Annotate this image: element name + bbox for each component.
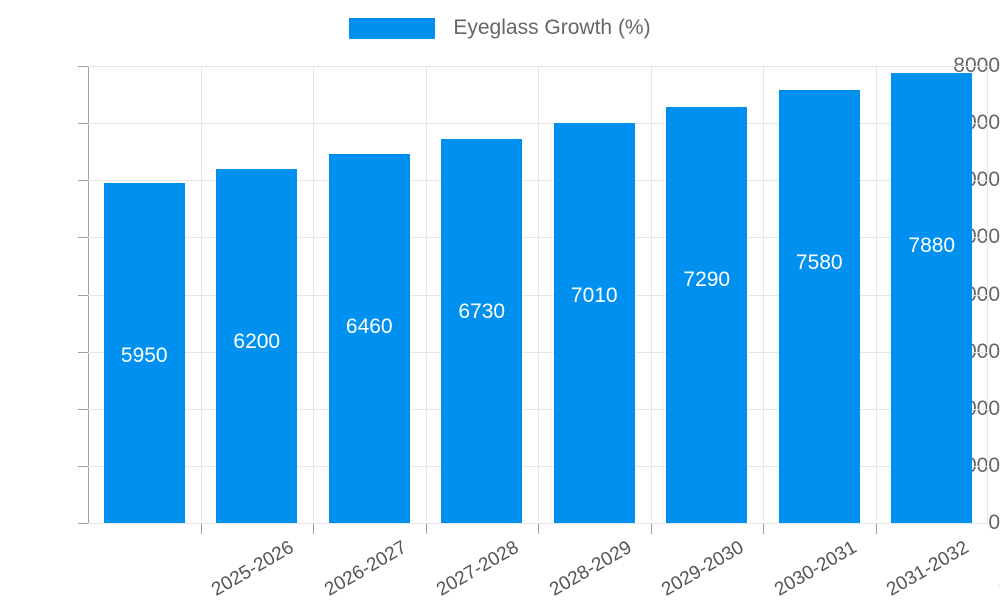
bar-value-label: 6460 bbox=[345, 314, 393, 338]
vertical-gridline bbox=[313, 66, 314, 523]
vertical-gridline bbox=[987, 66, 988, 523]
x-axis-tick-label: 2031-2032 bbox=[883, 537, 973, 601]
y-axis-tick-mark bbox=[78, 66, 88, 67]
x-axis-tick-label: 2029-2030 bbox=[658, 537, 748, 601]
y-axis-tick-label: 0 bbox=[988, 511, 1000, 534]
y-axis-tick-mark bbox=[78, 408, 88, 410]
vertical-gridline bbox=[763, 66, 764, 523]
x-axis-tick-label: 2027-2028 bbox=[433, 537, 523, 601]
bar-value-label: 7290 bbox=[683, 267, 731, 291]
x-axis-tick-label: 2026-2027 bbox=[320, 537, 411, 601]
vertical-gridline bbox=[650, 66, 652, 523]
x-axis-tick-mark bbox=[538, 523, 539, 534]
bar[interactable] bbox=[666, 106, 748, 523]
x-axis-tick-mark bbox=[313, 523, 314, 534]
bar-value-label: 6730 bbox=[458, 299, 506, 323]
bar[interactable] bbox=[103, 183, 185, 523]
y-axis-tick-label: 8000 bbox=[953, 54, 1000, 77]
y-axis-tick-mark bbox=[78, 237, 88, 239]
bar[interactable] bbox=[778, 89, 860, 523]
x-axis-tick-label: 2030-2031 bbox=[770, 537, 861, 601]
y-axis-tick-mark bbox=[78, 465, 88, 467]
vertical-gridline bbox=[875, 66, 877, 523]
bar-value-label: 7010 bbox=[570, 283, 618, 307]
bar[interactable] bbox=[328, 153, 410, 523]
y-axis-tick-mark bbox=[78, 523, 88, 524]
bar-value-label: 7880 bbox=[908, 233, 956, 257]
y-axis-tick-mark bbox=[78, 351, 88, 353]
horizontal-gridline bbox=[88, 523, 988, 524]
x-axis-tick-label: 2025-2026 bbox=[208, 537, 298, 601]
bar[interactable] bbox=[216, 168, 298, 523]
bar[interactable] bbox=[891, 72, 973, 523]
plot-area bbox=[88, 66, 988, 524]
y-axis-tick-mark bbox=[78, 180, 88, 182]
x-axis-tick-mark bbox=[763, 523, 764, 534]
y-axis-tick-mark bbox=[78, 294, 88, 296]
x-axis-tick-mark bbox=[875, 523, 877, 534]
x-axis-tick-label: 2032-2033 bbox=[995, 537, 1000, 601]
bar[interactable] bbox=[553, 122, 635, 523]
legend-color-swatch bbox=[349, 17, 436, 39]
x-axis-tick-mark bbox=[650, 523, 652, 534]
y-axis-tick-mark bbox=[78, 123, 88, 125]
vertical-gridline bbox=[425, 66, 427, 523]
chart-legend: Eyeglass Growth (%) bbox=[0, 10, 1000, 46]
bar-value-label: 5950 bbox=[120, 344, 168, 368]
x-axis-tick-mark bbox=[200, 523, 202, 534]
bar-value-label: 7580 bbox=[795, 250, 843, 274]
x-axis-tick-label: 2028-2029 bbox=[545, 537, 636, 601]
bar-value-label: 6200 bbox=[233, 329, 281, 353]
vertical-gridline bbox=[200, 66, 202, 523]
vertical-gridline bbox=[538, 66, 539, 523]
x-axis-tick-mark bbox=[425, 523, 427, 534]
bar[interactable] bbox=[441, 138, 523, 523]
legend-label: Eyeglass Growth (%) bbox=[453, 16, 651, 39]
